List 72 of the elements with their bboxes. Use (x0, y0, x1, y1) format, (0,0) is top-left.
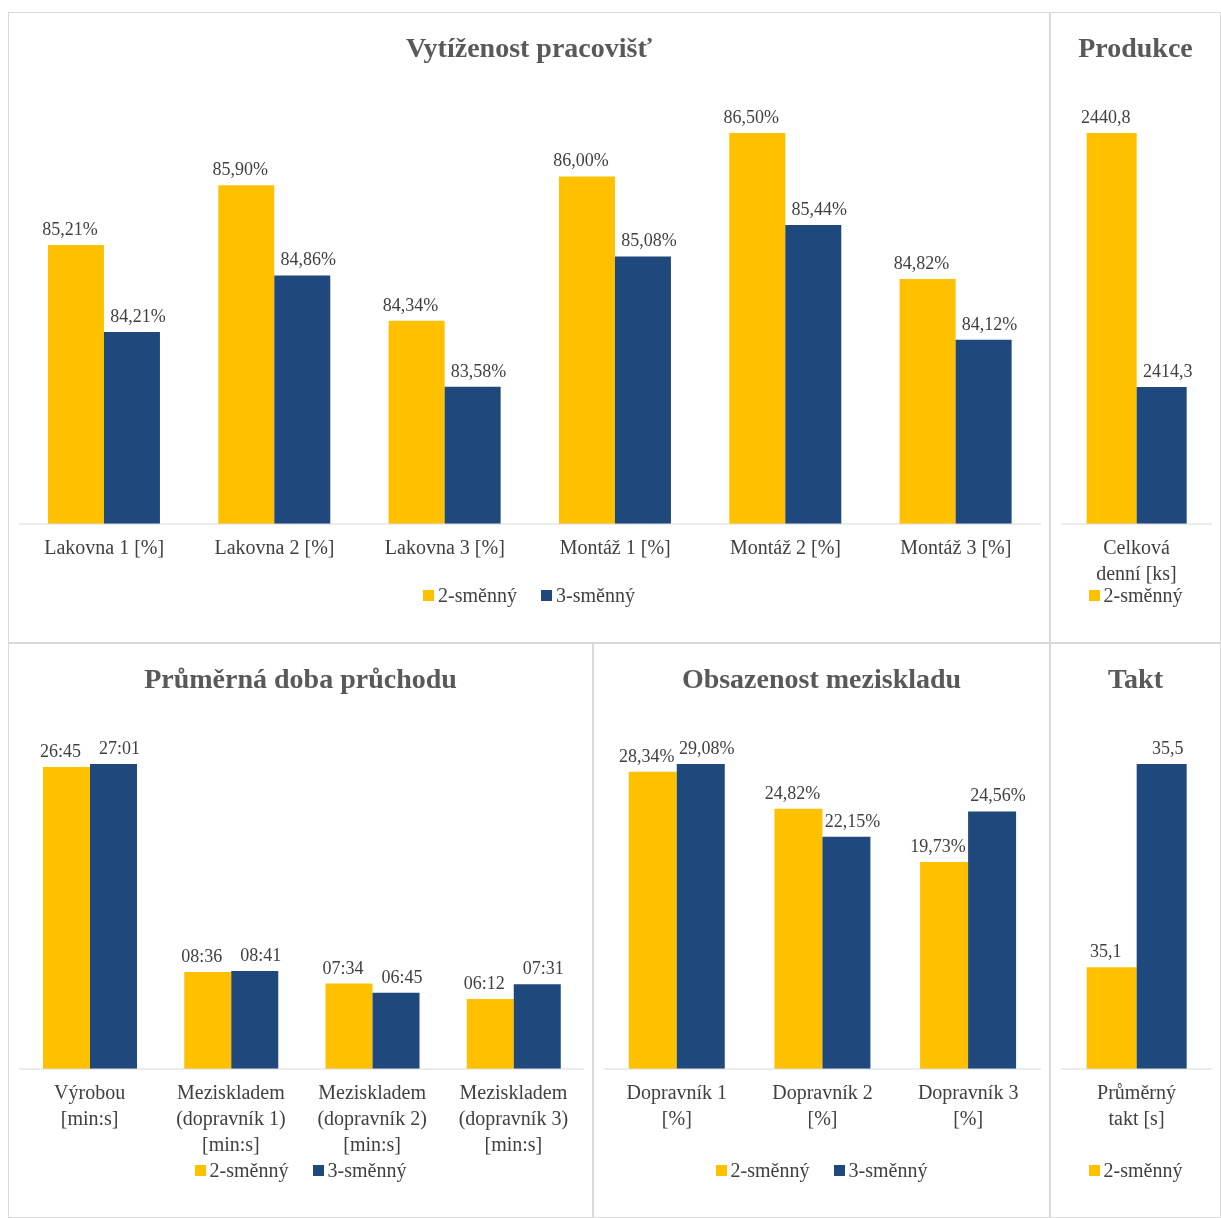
data-label: 84,21% (110, 305, 166, 326)
data-label: 07:34 (322, 957, 364, 978)
data-label: 2440,8 (1080, 107, 1131, 127)
x-tick-label: Montáž 1 [%] (559, 536, 671, 558)
x-tick-label: Celková denní [ks] (1096, 536, 1177, 584)
data-label: 83,58% (450, 360, 507, 381)
data-label: 85,90% (212, 159, 269, 180)
legend-label: 3-směnný (327, 1159, 407, 1182)
bar (466, 999, 514, 1069)
bar (325, 983, 373, 1069)
data-label: 19,73% (910, 836, 966, 857)
x-tick-label: Meziskladem (dopravník 2) [min:s] (317, 1081, 427, 1155)
data-label: 84,86% (280, 249, 337, 270)
bar (231, 970, 279, 1069)
chart-title: Produkce (1077, 31, 1194, 65)
data-label: 26:45 (40, 741, 82, 762)
x-tick-label: Lakovna 2 [%] (214, 536, 335, 558)
x-tick-label: Výrobou [min:s] (54, 1081, 126, 1129)
data-label: 08:36 (181, 945, 223, 966)
x-tick-label: Meziskladem (dopravník 3) [min:s] (458, 1081, 569, 1155)
bar (822, 836, 871, 1069)
data-label: 85,08% (621, 230, 677, 251)
legend-label: 2-směnný (730, 1159, 810, 1182)
bar (920, 862, 969, 1069)
data-label: 06:12 (463, 973, 505, 994)
x-tick-label: Dopravník 2 [%] (772, 1081, 873, 1129)
chart-title: Takt (1107, 662, 1164, 696)
x-tick-label: Meziskladem (dopravník 1) [min:s] (176, 1081, 286, 1155)
data-label: 35,5 (1151, 738, 1184, 758)
data-label: 86,00% (553, 150, 609, 171)
legend-label: 2-směnný (438, 584, 517, 607)
data-label: 85,44% (791, 199, 848, 220)
data-label: 85,21% (42, 219, 98, 240)
bar (513, 984, 561, 1069)
chart-title: Vytíženost pracovišť (404, 31, 654, 65)
legend-label: 3-směnný (556, 584, 635, 607)
data-label: 84,34% (382, 294, 439, 315)
bar (43, 767, 91, 1069)
data-label: 2414,3 (1142, 360, 1193, 381)
bar (676, 764, 725, 1069)
data-label: 29,08% (679, 738, 735, 758)
data-label: 22,15% (824, 810, 881, 831)
bar (184, 971, 232, 1069)
data-label: 24,56% (970, 785, 1026, 806)
data-label: 84,82% (893, 252, 950, 273)
data-label: 84,12% (961, 313, 1018, 334)
bar (628, 771, 677, 1069)
legend-label: 2-směnný (1103, 584, 1183, 607)
x-tick-label: Lakovna 3 [%] (384, 536, 505, 558)
data-label: 35,1 (1089, 941, 1122, 962)
bar (90, 764, 138, 1069)
x-tick-label: Lakovna 1 [%] (44, 536, 165, 558)
x-tick-label: Dopravník 1 [%] (626, 1081, 728, 1129)
x-tick-label: Montáž 3 [%] (900, 536, 1012, 558)
chart-title: Obsazenost meziskladu (680, 662, 963, 696)
data-label: 86,50% (723, 107, 780, 127)
legend-label: 2-směnný (209, 1159, 289, 1182)
x-tick-label: Dopravník 3 [%] (917, 1081, 1019, 1129)
bar (372, 992, 420, 1069)
x-tick-label: Průměrný takt [s] (1097, 1081, 1176, 1129)
data-label: 08:41 (240, 944, 282, 965)
data-label: 27:01 (99, 738, 141, 758)
data-label: 06:45 (381, 966, 423, 987)
legend-label: 3-směnný (848, 1159, 928, 1182)
data-label: 28,34% (619, 745, 675, 766)
data-label: 24,82% (764, 782, 821, 803)
x-tick-label: Montáž 2 [%] (729, 536, 842, 558)
legend-label: 2-směnný (1103, 1159, 1183, 1182)
data-label: 07:31 (522, 958, 564, 979)
bar (774, 808, 823, 1069)
chart-title: Průměrná doba průchodu (143, 662, 458, 696)
bar (968, 811, 1017, 1069)
